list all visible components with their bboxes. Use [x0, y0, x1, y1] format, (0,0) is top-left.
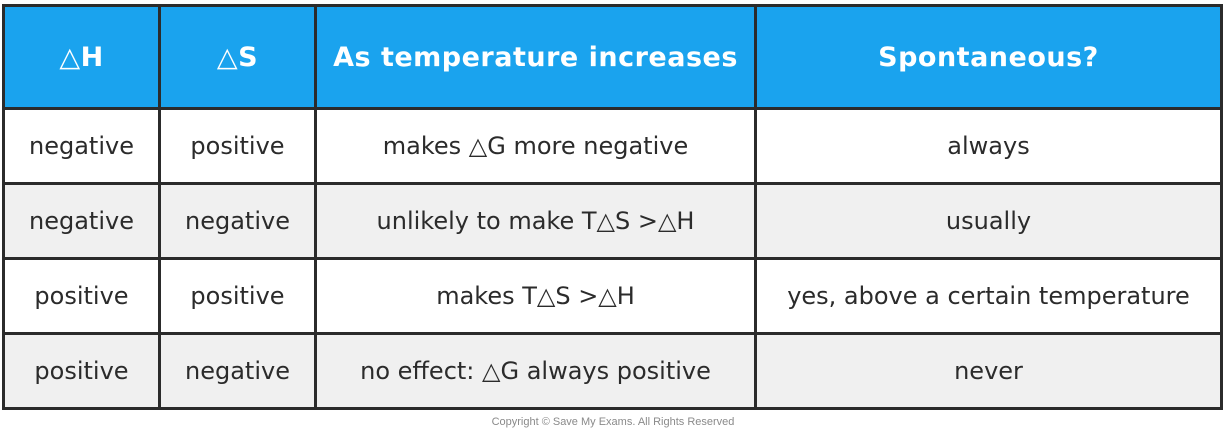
- header-row: △H △S As temperature increases Spontaneo…: [2, 4, 1223, 110]
- table-row: positive negative no effect: △G always p…: [2, 332, 1223, 410]
- cell-delta-h: positive: [2, 332, 161, 410]
- cell-delta-s: negative: [158, 182, 317, 260]
- copyright-notice: Copyright © Save My Exams. All Rights Re…: [491, 416, 735, 428]
- header-delta-h: △H: [2, 4, 161, 110]
- cell-temperature-effect: makes △G more negative: [314, 107, 757, 185]
- cell-temperature-effect: no effect: △G always positive: [314, 332, 757, 410]
- header-delta-s: △S: [158, 4, 317, 110]
- cell-delta-h: negative: [2, 107, 161, 185]
- cell-temperature-effect: unlikely to make T△S >△H: [314, 182, 757, 260]
- cell-delta-s: positive: [158, 257, 317, 335]
- header-spontaneous: Spontaneous?: [754, 4, 1223, 110]
- table-row: negative negative unlikely to make T△S >…: [2, 182, 1223, 260]
- cell-delta-s: positive: [158, 107, 317, 185]
- cell-delta-h: negative: [2, 182, 161, 260]
- cell-spontaneous: yes, above a certain temperature: [754, 257, 1223, 335]
- header-temperature-effect: As temperature increases: [314, 4, 757, 110]
- table-row: positive positive makes T△S >△H yes, abo…: [2, 257, 1223, 335]
- cell-delta-s: negative: [158, 332, 317, 410]
- cell-spontaneous: always: [754, 107, 1223, 185]
- table-row: negative positive makes △G more negative…: [2, 107, 1223, 185]
- cell-delta-h: positive: [2, 257, 161, 335]
- cell-temperature-effect: makes T△S >△H: [314, 257, 757, 335]
- spontaneity-table: △H △S As temperature increases Spontaneo…: [2, 4, 1223, 410]
- cell-spontaneous: usually: [754, 182, 1223, 260]
- cell-spontaneous: never: [754, 332, 1223, 410]
